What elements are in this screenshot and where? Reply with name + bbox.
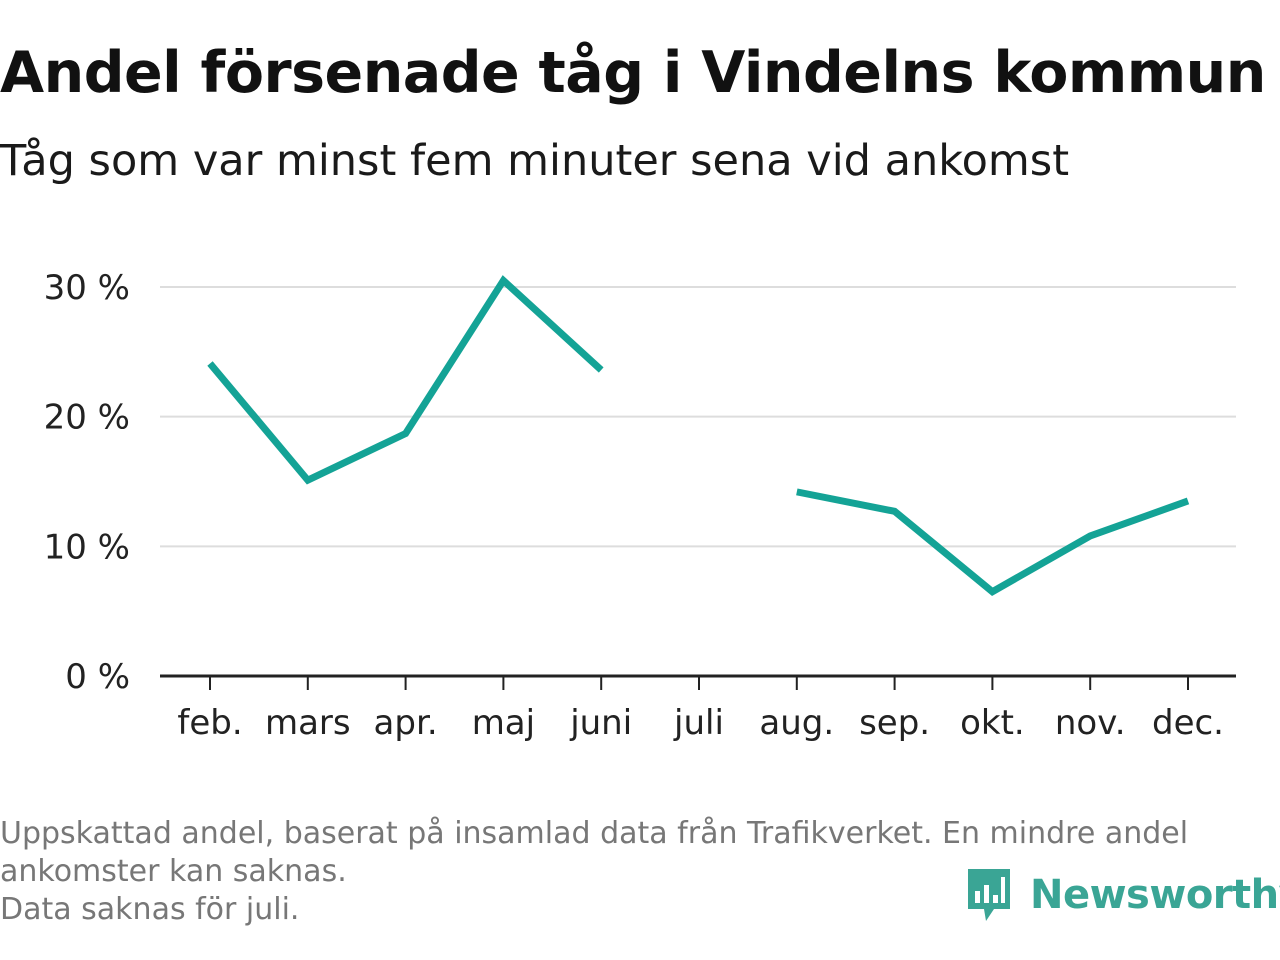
x-tick-label: aug. bbox=[759, 703, 834, 743]
x-tick-label: okt. bbox=[960, 703, 1025, 743]
x-axis-tick-labels: feb. mars apr. maj juni juli aug. sep. okt. nov. d… bbox=[177, 703, 1224, 743]
chart-subtitle: Tåg som var minst fem minuter sena vid a… bbox=[0, 136, 1070, 186]
footnote-line: ankomster kan saknas. bbox=[0, 854, 347, 889]
bar-chart-speech-bubble-icon bbox=[968, 869, 1010, 921]
series-line-segment bbox=[207, 275, 604, 485]
x-tick-label: apr. bbox=[374, 703, 438, 743]
brand-name: Newsworthy bbox=[1030, 872, 1280, 918]
x-tick-label: feb. bbox=[177, 703, 242, 743]
y-axis-tick-labels: 0 % 10 % 20 % 30 % bbox=[44, 268, 130, 697]
x-tick-label: maj bbox=[472, 703, 535, 743]
series-lines bbox=[207, 275, 1190, 596]
x-tick-label: sep. bbox=[859, 703, 930, 743]
gridlines bbox=[160, 286, 1236, 548]
chart-title: Andel försenade tåg i Vindelns kommun bbox=[0, 40, 1266, 106]
x-tick-label: juli bbox=[673, 703, 724, 743]
footnote-line: Data saknas för juli. bbox=[0, 892, 300, 927]
y-tick-label: 0 % bbox=[65, 657, 130, 697]
y-tick-label: 20 % bbox=[44, 398, 130, 438]
x-tick-label: nov. bbox=[1055, 703, 1126, 743]
y-tick-label: 30 % bbox=[44, 268, 130, 308]
series-line-segment bbox=[796, 488, 1190, 596]
footnote: Uppskattad andel, baserat på insamlad da… bbox=[0, 815, 1270, 929]
x-tick-label: juni bbox=[569, 703, 632, 743]
y-tick-label: 10 % bbox=[44, 527, 130, 567]
footnote-line: Uppskattad andel, baserat på insamlad da… bbox=[0, 816, 1189, 851]
x-axis bbox=[160, 674, 1236, 690]
x-tick-label: mars bbox=[265, 703, 351, 743]
x-tick-label: dec. bbox=[1152, 703, 1224, 743]
brand-logo: Newsworthy bbox=[964, 864, 1280, 926]
